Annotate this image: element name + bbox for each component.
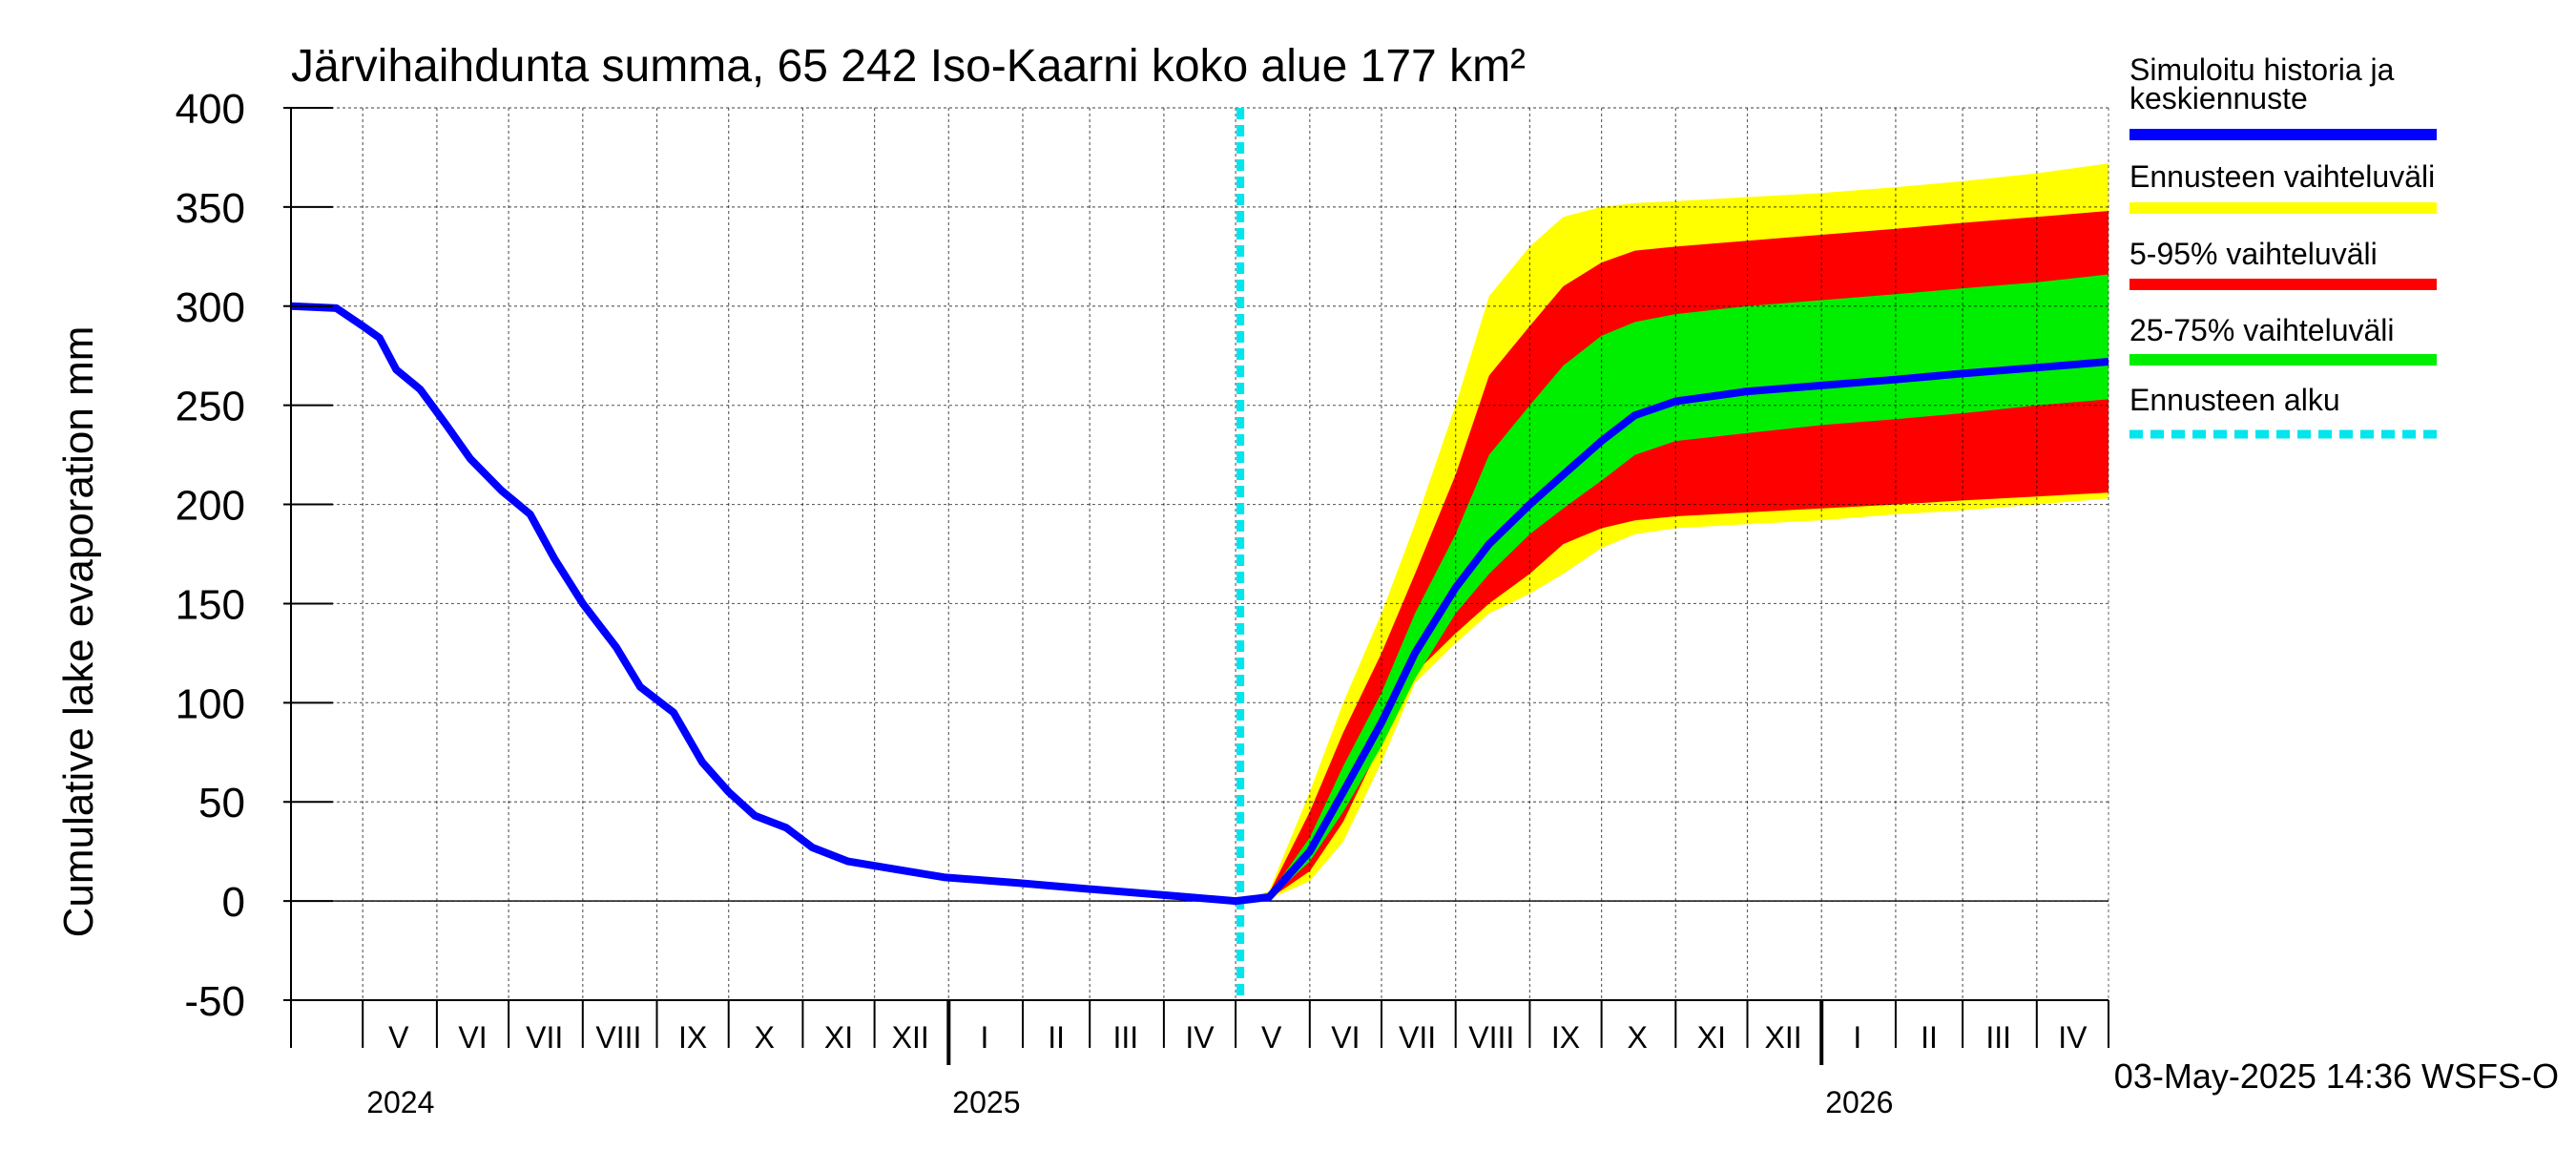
legend-label: Simuloitu historia ja bbox=[2129, 52, 2395, 87]
month-label: III bbox=[1112, 1020, 1138, 1055]
year-label: 2026 bbox=[1825, 1085, 1893, 1119]
month-label: V bbox=[1261, 1020, 1282, 1055]
forecast-bands bbox=[1240, 163, 2109, 902]
y-tick-label: 150 bbox=[176, 581, 245, 628]
month-label: III bbox=[1985, 1020, 2011, 1055]
month-label: XI bbox=[824, 1020, 853, 1055]
month-label: XI bbox=[1697, 1020, 1726, 1055]
month-label: X bbox=[755, 1020, 775, 1055]
year-label: 2025 bbox=[952, 1085, 1020, 1119]
y-tick-label: 50 bbox=[198, 780, 245, 826]
month-label: VIII bbox=[1468, 1020, 1514, 1055]
legend-label: 25-75% vaihteluväli bbox=[2129, 313, 2395, 347]
legend-label: keskiennuste bbox=[2129, 81, 2308, 115]
legend-label: Ennusteen vaihteluväli bbox=[2129, 159, 2435, 194]
legend-label: Ennusteen alku bbox=[2129, 383, 2340, 417]
y-tick-label: 300 bbox=[176, 284, 245, 331]
axes bbox=[283, 107, 2109, 1065]
band-3 bbox=[1240, 274, 2109, 902]
month-label: I bbox=[980, 1020, 988, 1055]
month-label: VI bbox=[458, 1020, 487, 1055]
month-label: IV bbox=[2058, 1020, 2088, 1055]
month-label: IX bbox=[1551, 1020, 1580, 1055]
y-axis-label: Cumulative lake evaporation mm bbox=[55, 326, 102, 938]
series-line-0 bbox=[290, 302, 2109, 906]
month-label: II bbox=[1048, 1020, 1065, 1055]
y-tick-label: 350 bbox=[176, 185, 245, 232]
legend-label: 5-95% vaihteluväli bbox=[2129, 237, 2378, 271]
y-tick-label: 100 bbox=[176, 680, 245, 727]
y-tick-label: -50 bbox=[184, 978, 245, 1025]
month-label: X bbox=[1628, 1020, 1648, 1055]
series-lines bbox=[290, 108, 2109, 1000]
month-label: IX bbox=[678, 1020, 707, 1055]
month-label: II bbox=[1921, 1020, 1938, 1055]
year-label: 2024 bbox=[366, 1085, 434, 1119]
month-label: XII bbox=[892, 1020, 929, 1055]
month-label: V bbox=[388, 1020, 409, 1055]
month-label: VII bbox=[526, 1020, 563, 1055]
timestamp-footer: 03-May-2025 14:36 WSFS-O bbox=[2114, 1056, 2559, 1096]
y-tick-label: 0 bbox=[222, 879, 245, 926]
month-label: VII bbox=[1399, 1020, 1436, 1055]
chart-title: Järvihaihdunta summa, 65 242 Iso-Kaarni … bbox=[291, 41, 1526, 92]
y-tick-label: 200 bbox=[176, 483, 245, 530]
y-tick-label: 400 bbox=[176, 86, 245, 133]
month-label: IV bbox=[1185, 1020, 1215, 1055]
month-label: VIII bbox=[595, 1020, 641, 1055]
y-tick-label: 250 bbox=[176, 384, 245, 430]
month-label: I bbox=[1853, 1020, 1861, 1055]
month-label: VI bbox=[1331, 1020, 1360, 1055]
month-label: XII bbox=[1765, 1020, 1802, 1055]
